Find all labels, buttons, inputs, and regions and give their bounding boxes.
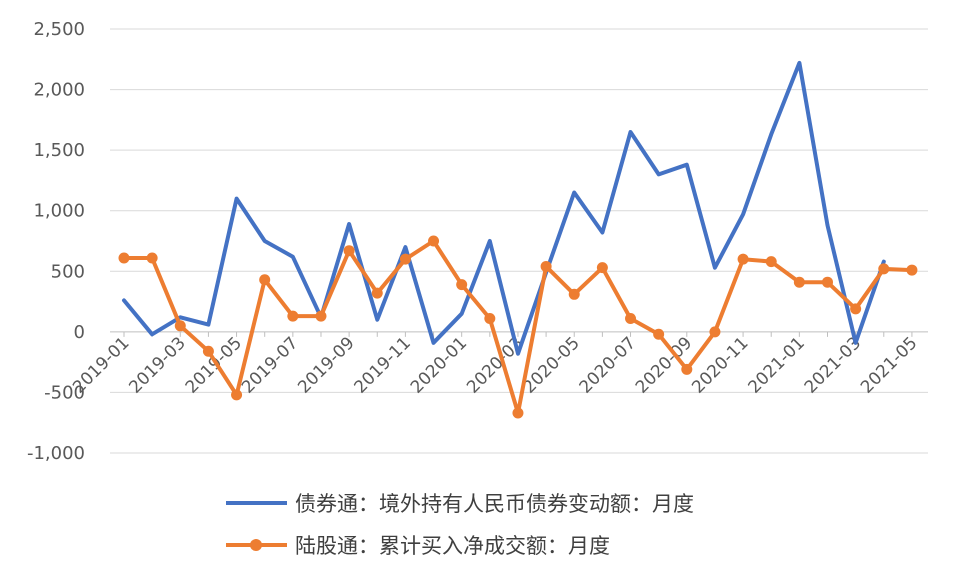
series-line-0 [122,60,886,356]
y-tick-label: -1,000 [27,443,85,464]
y-tick-label: 2,500 [33,19,85,40]
data-point [287,310,299,322]
legend-label-bond-connect: 债券通：境外持有人民币债券变动额：月度 [295,492,694,516]
x-tick-label: 2021-01 [745,333,809,397]
data-point [428,235,440,247]
y-tick-label: -500 [44,382,85,403]
legend-marker-stock-connect [250,539,262,551]
data-point [484,313,496,325]
data-point [906,264,918,276]
data-point [259,274,271,286]
data-point [202,345,214,357]
data-point [512,407,524,419]
data-point [822,276,833,288]
x-tick-label: 2019-03 [125,333,189,397]
x-tick-label: 2019-11 [351,333,415,397]
series-0 [122,60,886,356]
x-tick-label: 2020-07 [576,333,640,397]
data-point [118,252,130,264]
data-point [625,313,637,325]
x-tick-label: 2020-01 [407,333,471,397]
legend-item-bond-connect: 债券通：境外持有人民币债券变动额：月度 [226,492,694,516]
y-tick-label: 1,500 [33,140,85,161]
x-tick-label: 2020-11 [688,333,752,397]
data-point [596,262,608,274]
data-point [568,288,580,300]
x-tick-label: 2021-05 [857,333,921,397]
data-point [737,253,749,265]
legend-label-stock-connect: 陆股通：累计买入净成交额：月度 [295,534,610,558]
data-point [315,310,327,322]
data-point [174,320,186,332]
data-point [371,287,383,299]
data-point [681,363,693,375]
y-axis-ticks: -1,000 -500 0 500 1,000 1,500 2,000 2,500 [27,19,85,464]
data-point [146,252,158,264]
data-point [709,326,721,338]
data-point [878,263,890,275]
data-point [653,328,665,340]
data-point [343,245,355,257]
y-tick-label: 0 [74,322,85,343]
data-point [231,389,243,401]
series-1 [118,235,918,419]
legend: 债券通：境外持有人民币债券变动额：月度 陆股通：累计买入净成交额：月度 [226,492,694,558]
data-point [765,256,777,268]
x-tick-label: 2019-09 [294,333,358,397]
data-point [540,260,552,272]
data-point [456,279,468,291]
data-point [399,253,411,265]
legend-item-stock-connect: 陆股通：累计买入净成交额：月度 [226,534,610,558]
y-tick-label: 500 [51,261,85,282]
series-group [118,60,918,419]
y-tick-label: 1,000 [33,201,85,222]
y-tick-label: 2,000 [33,80,85,101]
data-point [850,303,862,315]
data-point [793,276,805,288]
x-tick-label: 2019-01 [69,333,133,397]
